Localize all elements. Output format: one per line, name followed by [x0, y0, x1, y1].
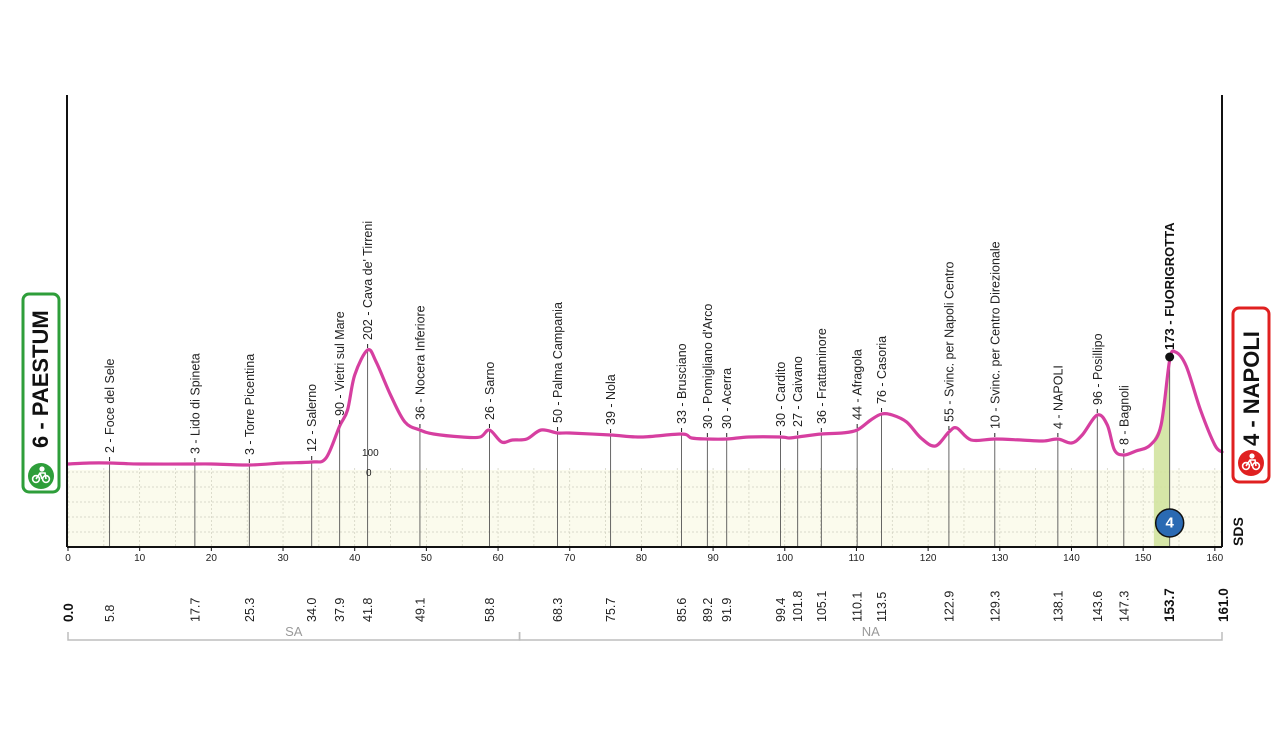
- climb-zone: [1153, 360, 1170, 547]
- waypoint-label: 30 - Acerra: [720, 368, 734, 429]
- axis-tick-label: 80: [636, 553, 648, 564]
- waypoint-label: 36 - Nocera Inferiore: [413, 305, 427, 420]
- waypoint-km: 105.1: [815, 591, 829, 622]
- waypoint-label: 76 - Casoria: [875, 336, 889, 404]
- start-km: 0.0: [61, 603, 76, 622]
- waypoint-labels: 2 - Foce del Sele 3 - Lido di Spineta 3 - …: [103, 221, 1177, 463]
- axis-tick-label: 60: [492, 553, 504, 564]
- waypoint-label: 173 - FUORIGROTTA: [1162, 222, 1177, 350]
- waypoint-km: 138.1: [1051, 591, 1065, 622]
- brand-mark: SDS: [1230, 517, 1246, 546]
- waypoint-label: 4 - NAPOLI: [1051, 365, 1065, 429]
- waypoint-km: 85.6: [675, 598, 689, 622]
- waypoint-label: 12 - Salerno: [305, 384, 319, 452]
- axis-tick-label: 20: [206, 553, 218, 564]
- axis-tick-label: 50: [421, 553, 433, 564]
- elevation-marker-upper: 100: [362, 448, 379, 459]
- waypoint-km: 153.7: [1162, 588, 1177, 622]
- waypoint-label: 90 - Vietri sul Mare: [333, 311, 347, 416]
- waypoint-label: 26 - Sarno: [483, 362, 497, 420]
- start-title: 6 - PAESTUM: [28, 310, 53, 448]
- axis-tick-label: 120: [920, 553, 937, 564]
- waypoint-label: 36 - Frattaminore: [815, 328, 829, 424]
- waypoint-km: 147.3: [1117, 591, 1131, 622]
- axis-tick-label: 70: [564, 553, 576, 564]
- waypoint-km: 58.8: [483, 598, 497, 622]
- axis-tick-label: 150: [1135, 553, 1152, 564]
- start-bike-icon: [31, 466, 51, 484]
- waypoint-label: 8 - Bagnoli: [1117, 385, 1131, 445]
- sprint-badge: 4: [1154, 508, 1185, 538]
- waypoint-label: 30 - Cardito: [774, 362, 788, 427]
- distance-axis-ticks: 0 10 20 30 40 50 60 70 80 90 100 110 120 130 140 150 160: [65, 547, 1224, 564]
- waypoint-label: 50 - Palma Campania: [551, 302, 565, 423]
- waypoint-label: 202 - Cava de' Tirreni: [361, 221, 375, 340]
- finish-km: 161.0: [1216, 588, 1231, 622]
- waypoint-km: 5.8: [103, 605, 117, 622]
- waypoint-km: 101.8: [791, 591, 805, 622]
- waypoint-label: 3 - Torre Picentina: [243, 354, 257, 455]
- waypoint-km: 113.5: [875, 592, 889, 622]
- waypoint-km: 110.1: [851, 592, 865, 622]
- profile-line: [66, 348, 1224, 467]
- profile-area-background: [68, 470, 1222, 547]
- axis-tick-label: 100: [776, 553, 793, 564]
- waypoint-label: 2 - Foce del Sele: [103, 358, 117, 453]
- waypoint-km: 49.1: [413, 598, 427, 622]
- waypoint-km: 34.0: [305, 598, 319, 622]
- region-bracket-line: [518, 632, 1223, 641]
- sprint-point-dot: [1165, 352, 1175, 362]
- elevation-marker-lower: 0: [366, 468, 372, 479]
- waypoint-km: 41.8: [361, 598, 375, 622]
- waypoint-km: 91.9: [720, 598, 734, 622]
- finish-badge: 4 - NAPOLI: [1231, 306, 1271, 484]
- waypoint-lines: [109, 350, 1171, 547]
- start-badge: 6 - PAESTUM: [21, 292, 61, 494]
- waypoint-label: 27 - Caivano: [791, 356, 805, 427]
- waypoint-label: 3 - Lido di Spineta: [188, 353, 202, 454]
- waypoint-km: 17.7: [188, 598, 202, 622]
- axis-tick-label: 0: [65, 553, 71, 564]
- waypoint-km: 129.3: [988, 591, 1002, 622]
- region-label: SA: [285, 624, 303, 639]
- waypoint-km-labels: 5.8 17.7 25.3 34.0 37.9 41.8 49.1 58.8 68.3 75.7 8…: [103, 588, 1177, 622]
- axis-tick-label: 90: [708, 553, 720, 564]
- waypoint-km: 89.2: [701, 598, 715, 622]
- waypoint-km: 122.9: [942, 591, 956, 622]
- axis-tick-label: 110: [848, 553, 864, 564]
- waypoint-label: 39 - Nola: [604, 374, 618, 425]
- region-label: NA: [862, 624, 880, 639]
- waypoint-km: 75.7: [604, 598, 618, 622]
- axis-tick-label: 40: [349, 553, 361, 564]
- waypoint-label: 44 - Afragola: [851, 349, 865, 420]
- waypoint-label: 30 - Pomigliano d'Arco: [701, 304, 715, 429]
- waypoint-km: 37.9: [333, 598, 347, 622]
- sprint-badge-number: 4: [1166, 515, 1175, 532]
- waypoint-label: 55 - Svinc. per Napoli Centro: [942, 261, 956, 422]
- axis-tick-label: 160: [1206, 553, 1223, 564]
- waypoint-km: 143.6: [1091, 591, 1105, 622]
- waypoint-label: 96 - Posillipo: [1091, 333, 1105, 405]
- waypoint-label: 33 - Brusciano: [675, 343, 689, 424]
- finish-title: 4 - NAPOLI: [1239, 331, 1264, 446]
- waypoint-km: 99.4: [774, 598, 788, 622]
- axis-tick-label: 10: [134, 553, 146, 564]
- region-brackets: SA NA: [67, 624, 1223, 641]
- waypoint-km: 25.3: [243, 598, 257, 622]
- axis-tick-label: 140: [1063, 553, 1080, 564]
- waypoint-km: 68.3: [551, 598, 565, 622]
- axis-tick-label: 30: [277, 553, 289, 564]
- axis-tick-label: 130: [991, 553, 1008, 564]
- elevation-grid: [67, 468, 1222, 548]
- finish-bike-icon: [1241, 453, 1261, 471]
- waypoint-label: 10 - Svinc. per Centro Direzionale: [988, 241, 1002, 429]
